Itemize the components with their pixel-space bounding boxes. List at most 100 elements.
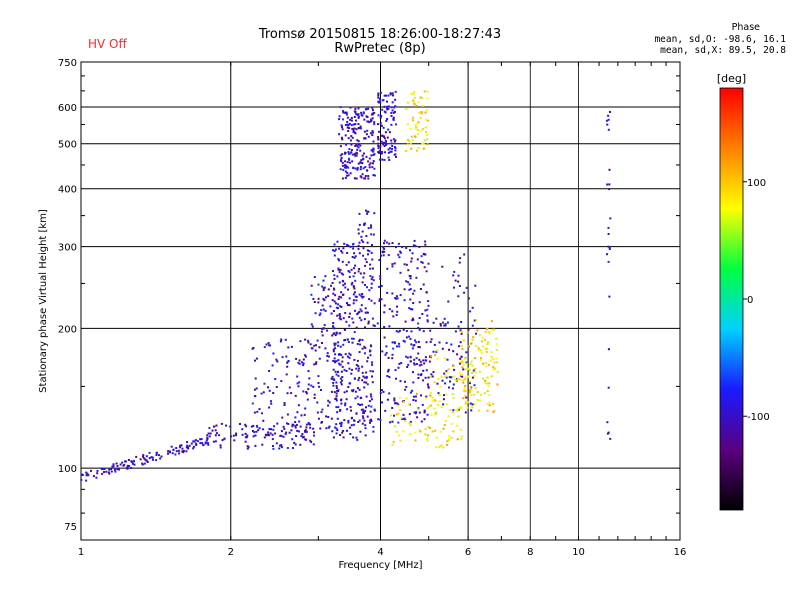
echo-point	[369, 344, 372, 347]
echo-point	[350, 337, 353, 340]
echo-point	[327, 399, 330, 402]
echo-point	[115, 462, 118, 465]
echo-point	[418, 245, 421, 248]
echo-point	[461, 348, 464, 351]
echo-point	[457, 274, 460, 277]
echo-point	[244, 436, 247, 439]
echo-point	[339, 268, 342, 271]
echo-point	[348, 352, 351, 355]
echo-point	[344, 282, 346, 285]
echo-point	[470, 360, 473, 363]
echo-point	[291, 423, 294, 426]
echo-point	[340, 399, 343, 402]
echo-point	[444, 357, 447, 360]
echo-point	[337, 303, 340, 306]
echo-point	[477, 409, 480, 412]
echo-point	[451, 387, 454, 390]
echo-point	[418, 358, 421, 361]
echo-point	[388, 105, 390, 108]
echo-point	[332, 350, 335, 353]
echo-point	[458, 285, 461, 287]
echo-point	[471, 372, 474, 375]
echo-point	[321, 334, 324, 337]
echo-point	[394, 98, 397, 101]
echo-point	[322, 297, 325, 300]
echo-point	[285, 373, 288, 376]
echo-point	[348, 152, 350, 155]
echo-point	[361, 415, 364, 418]
echo-point	[484, 381, 487, 384]
echo-point	[317, 283, 320, 286]
echo-point	[344, 353, 347, 356]
echo-point	[349, 406, 352, 409]
echo-point	[305, 430, 308, 433]
echo-point	[272, 392, 275, 394]
echo-point	[372, 430, 375, 433]
echo-point	[329, 305, 332, 308]
echo-point	[405, 336, 408, 339]
echo-point	[155, 454, 158, 456]
echo-point	[409, 360, 412, 363]
echo-point	[381, 350, 384, 353]
echo-point	[320, 330, 323, 333]
echo-point	[415, 341, 418, 344]
echo-point	[272, 445, 274, 447]
echo-point	[342, 284, 345, 287]
echo-point	[391, 265, 394, 268]
echo-point	[195, 442, 198, 445]
echo-point	[370, 395, 373, 398]
echo-point	[365, 209, 367, 212]
echo-point	[214, 434, 217, 437]
echo-point	[254, 395, 257, 398]
echo-point	[367, 135, 370, 138]
echo-point	[487, 331, 490, 333]
echo-point	[358, 268, 361, 270]
echo-point	[477, 347, 480, 350]
echo-point	[394, 90, 397, 93]
y-tick-label: 300	[58, 243, 77, 254]
echo-point	[357, 162, 360, 165]
echo-point	[362, 152, 365, 155]
echo-point	[393, 262, 396, 265]
echo-point	[244, 432, 247, 435]
echo-point	[245, 436, 248, 439]
echo-point	[373, 408, 376, 411]
echo-point	[340, 250, 343, 252]
echo-point	[304, 354, 307, 357]
echo-point	[394, 425, 397, 428]
echo-point	[412, 101, 415, 104]
echo-point	[377, 130, 380, 133]
echo-point	[364, 410, 367, 413]
echo-point	[350, 151, 353, 154]
echo-point	[294, 425, 297, 428]
echo-point	[305, 391, 308, 393]
echo-point	[364, 264, 367, 267]
echo-point	[412, 99, 415, 102]
echo-point	[349, 139, 352, 142]
echo-point	[280, 434, 283, 437]
echo-point	[186, 441, 188, 444]
echo-point	[321, 342, 323, 344]
echo-point	[400, 362, 403, 364]
echo-point	[606, 421, 609, 424]
echo-point	[272, 352, 275, 355]
echo-point	[461, 375, 464, 378]
echo-point	[462, 368, 465, 371]
echo-point	[426, 314, 429, 317]
echo-point	[429, 329, 432, 332]
echo-point	[265, 343, 268, 346]
echo-point	[355, 113, 358, 115]
echo-point	[430, 414, 433, 417]
echo-point	[335, 427, 338, 430]
echo-point	[412, 116, 415, 119]
echo-point	[412, 244, 415, 247]
echo-point	[353, 267, 355, 270]
echo-point	[349, 106, 352, 109]
echo-point	[608, 183, 611, 186]
echo-point	[340, 296, 343, 299]
echo-point	[377, 114, 380, 117]
echo-point	[322, 279, 325, 282]
echo-point	[132, 459, 135, 462]
echo-point	[395, 413, 398, 416]
x-tick-label: 10	[572, 547, 585, 558]
